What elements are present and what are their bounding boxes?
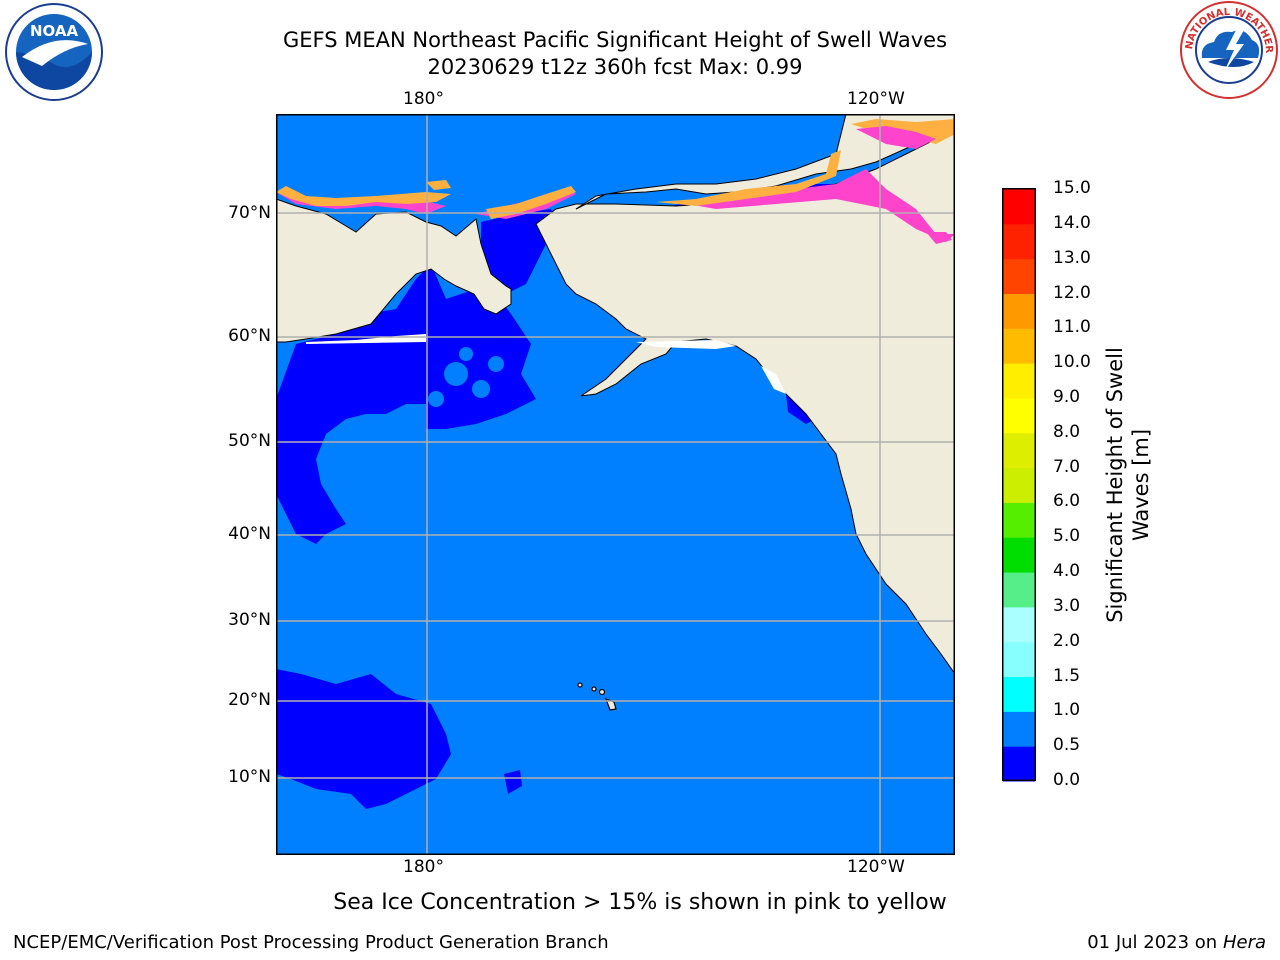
low-swell-chukchi xyxy=(481,209,556,294)
noaa-logo-text: NOAA xyxy=(30,22,79,40)
colorbar-tick-label: 13.0 xyxy=(1053,247,1091,268)
chart-title: GEFS MEAN Northeast Pacific Significant … xyxy=(282,28,948,52)
sea-ice-pink-f xyxy=(926,232,952,244)
land-siberia xyxy=(276,198,512,343)
colorbar-tick-label: 1.5 xyxy=(1053,665,1081,686)
lat-label-30n: 30°N xyxy=(228,610,271,630)
sea-ice-orange-c xyxy=(486,186,576,219)
colorbar-segment xyxy=(1003,363,1035,399)
nws-logo: NATIONAL WEATHER SERVICE xyxy=(1178,0,1278,99)
colorbar-tick-label: 6.0 xyxy=(1053,491,1081,512)
colorbar-segment xyxy=(1003,502,1035,538)
lon-label-top-120w: 120°W xyxy=(847,89,905,109)
colorbar-segment xyxy=(1003,641,1035,678)
colorbar-segment xyxy=(1003,467,1035,503)
sea-ice-orange-d xyxy=(656,150,841,206)
colorbar-segment xyxy=(1003,746,1035,782)
sea-ice-orange-a xyxy=(276,186,451,206)
colorbar-tick-label: 12.0 xyxy=(1053,282,1091,303)
lat-label-70n: 70°N xyxy=(228,203,271,223)
colorbar-title: Significant Height of Swell Waves [m] xyxy=(1102,347,1154,623)
chart-subtitle: 20230629 t12z 360h fcst Max: 0.99 xyxy=(427,55,803,79)
colorbar-tick-label: 15.0 xyxy=(1053,178,1091,198)
lon-label-bottom-120w: 120°W xyxy=(847,857,905,877)
colorbar-title-line2: Waves [m] xyxy=(1129,428,1153,542)
lat-label-40n: 40°N xyxy=(228,524,271,544)
lat-label-50n: 50°N xyxy=(228,431,271,451)
colorbar-segment xyxy=(1003,258,1035,294)
colorbar-title-line1: Significant Height of Swell xyxy=(1103,347,1127,623)
sea-ice-note: Sea Ice Concentration > 15% is shown in … xyxy=(333,890,947,915)
colorbar-segment xyxy=(1003,537,1035,573)
colorbar-tick-label: 3.0 xyxy=(1053,595,1081,616)
colorbar-segment xyxy=(1003,223,1035,260)
colorbar-segment xyxy=(1003,676,1035,712)
colorbar-tick-label: 0.5 xyxy=(1053,735,1081,756)
colorbar-segment xyxy=(1003,572,1035,608)
colorbar-tick-label: 10.0 xyxy=(1053,352,1091,373)
colorbar-tick-label: 7.0 xyxy=(1053,456,1081,477)
colorbar-segment xyxy=(1003,293,1035,329)
lon-label-bottom-180: 180° xyxy=(403,857,444,877)
colorbar-tick-label: 5.0 xyxy=(1053,526,1081,547)
map-frame xyxy=(276,114,955,855)
low-swell-bering xyxy=(276,264,536,544)
noaa-logo: NOAA xyxy=(5,3,103,101)
lat-label-10n: 10°N xyxy=(228,767,271,787)
sea-ice-pink-e xyxy=(856,126,936,149)
graticule xyxy=(276,114,955,855)
sea-ice-beaufort xyxy=(676,169,955,242)
colorbar-tick-label: 4.0 xyxy=(1053,561,1081,582)
colorbar-segment xyxy=(1003,328,1035,364)
lon-label-top-180: 180° xyxy=(403,89,444,109)
low-swell-subtropical xyxy=(276,669,451,809)
colorbar-tick-label: 14.0 xyxy=(1053,212,1091,233)
colorbar-tick-label: 2.0 xyxy=(1053,630,1081,651)
colorbar-tick-label: 0.0 xyxy=(1053,770,1081,790)
colorbar xyxy=(1002,188,1036,782)
footer-credit: NCEP/EMC/Verification Post Processing Pr… xyxy=(13,932,609,953)
colorbar-segment xyxy=(1003,432,1035,469)
sea-ice-orange-b xyxy=(426,180,451,190)
low-swell-small xyxy=(504,770,522,794)
footer-date: 01 Jul 2023 on Hera xyxy=(1087,932,1266,953)
colorbar-segment xyxy=(1003,606,1035,643)
colorbar-tick-label: 1.0 xyxy=(1053,700,1081,721)
lat-label-60n: 60°N xyxy=(228,326,271,346)
colorbar-segment xyxy=(1003,397,1035,434)
footer-host: Hera xyxy=(1222,932,1266,953)
map-plot xyxy=(276,114,955,855)
colorbar-tick-label: 11.0 xyxy=(1053,317,1091,338)
colorbar-segment xyxy=(1003,711,1035,747)
white-gap-gulf xyxy=(636,340,736,349)
white-gap-bc xyxy=(761,366,786,394)
colorbar-tick-label: 8.0 xyxy=(1053,421,1081,442)
colorbar-tick-label: 9.0 xyxy=(1053,386,1081,407)
colorbar-segment xyxy=(1003,189,1035,225)
footer-date-text: 01 Jul 2023 on xyxy=(1087,932,1223,953)
lat-label-20n: 20°N xyxy=(228,690,271,710)
